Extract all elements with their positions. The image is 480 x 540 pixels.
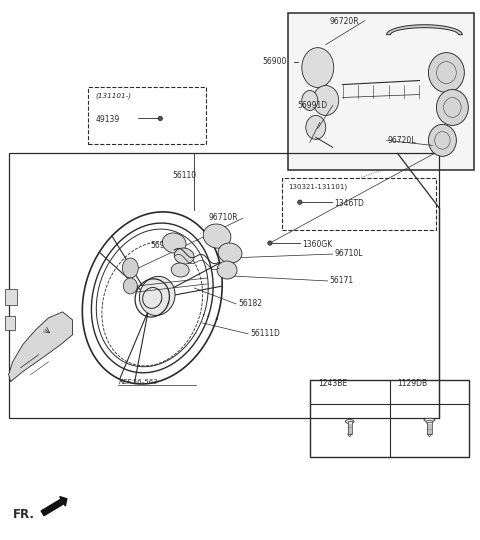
Bar [282,178,436,230]
Ellipse shape [302,91,318,111]
Text: 96710L: 96710L [335,249,363,258]
Text: 130321-131101): 130321-131101) [288,183,347,190]
Ellipse shape [426,421,433,424]
Ellipse shape [306,116,326,139]
Polygon shape [9,312,72,382]
Ellipse shape [203,224,231,248]
Ellipse shape [302,48,334,87]
Bar [427,422,432,434]
Text: 1360GK: 1360GK [302,240,332,249]
Text: 56111D: 56111D [250,329,280,338]
Text: FR.: FR. [12,508,35,521]
Text: 56991D: 56991D [298,102,328,111]
Circle shape [298,200,302,205]
Ellipse shape [122,258,138,278]
Bar [88,86,206,144]
Bar [5,316,15,330]
Ellipse shape [429,52,464,92]
Text: 56182: 56182 [238,299,262,308]
Text: 1129DB: 1129DB [397,379,428,388]
Ellipse shape [217,261,237,279]
Circle shape [268,241,272,245]
Ellipse shape [429,124,456,156]
Text: 1243BE: 1243BE [318,379,347,388]
Text: (131101-): (131101-) [96,92,132,99]
Text: 56900: 56900 [262,57,286,65]
Polygon shape [386,25,462,35]
FancyArrow shape [41,497,67,516]
Circle shape [158,116,162,120]
Bar [9,153,439,417]
Ellipse shape [123,278,137,294]
Text: 56171: 56171 [330,276,354,285]
Text: 96720L: 96720L [387,137,416,145]
Ellipse shape [345,420,354,423]
Bar [288,13,474,170]
Bar [348,421,352,434]
Text: REF.56-563: REF.56-563 [119,379,158,384]
Ellipse shape [218,243,242,263]
Ellipse shape [174,248,194,264]
Ellipse shape [424,418,435,422]
Text: 1346TD: 1346TD [334,199,364,208]
Text: 96710R: 96710R [208,213,238,222]
Bar [5,289,17,305]
Text: 56991C: 56991C [150,241,180,250]
Ellipse shape [313,85,339,116]
Ellipse shape [139,276,175,315]
Ellipse shape [171,263,189,277]
Ellipse shape [162,233,186,253]
Text: 56110: 56110 [172,171,196,180]
Text: 96720R: 96720R [330,17,360,26]
Ellipse shape [436,90,468,125]
Bar [310,380,469,457]
Text: 49139: 49139 [96,116,120,124]
